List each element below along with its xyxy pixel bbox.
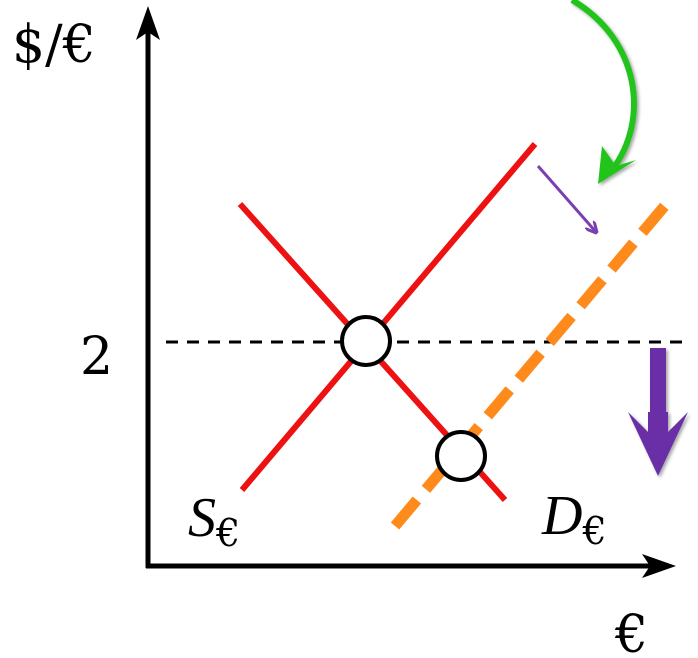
supply-curve [239,142,538,492]
demand-label-main: D [541,485,582,547]
depreciation-arrow [628,348,688,476]
x-axis-label: € [614,605,648,658]
y-axis-label: $/€ [12,15,96,75]
original-equilibrium-point [340,315,392,367]
x-axis-arrowhead [642,554,676,578]
y-axis-arrowhead [136,6,160,40]
demand-shift-arrow [536,165,596,232]
demand-label-sub: € [581,509,606,553]
supply-label-sub: € [215,511,240,555]
supply-label: S€ [188,487,240,555]
price-tick-label: 2 [80,327,113,387]
new-demand-curve [390,198,673,530]
new-equilibrium-point [435,430,487,482]
supply-label-main: S [188,487,216,549]
demand-label: D€ [541,485,607,553]
callout-arrow [570,0,637,184]
